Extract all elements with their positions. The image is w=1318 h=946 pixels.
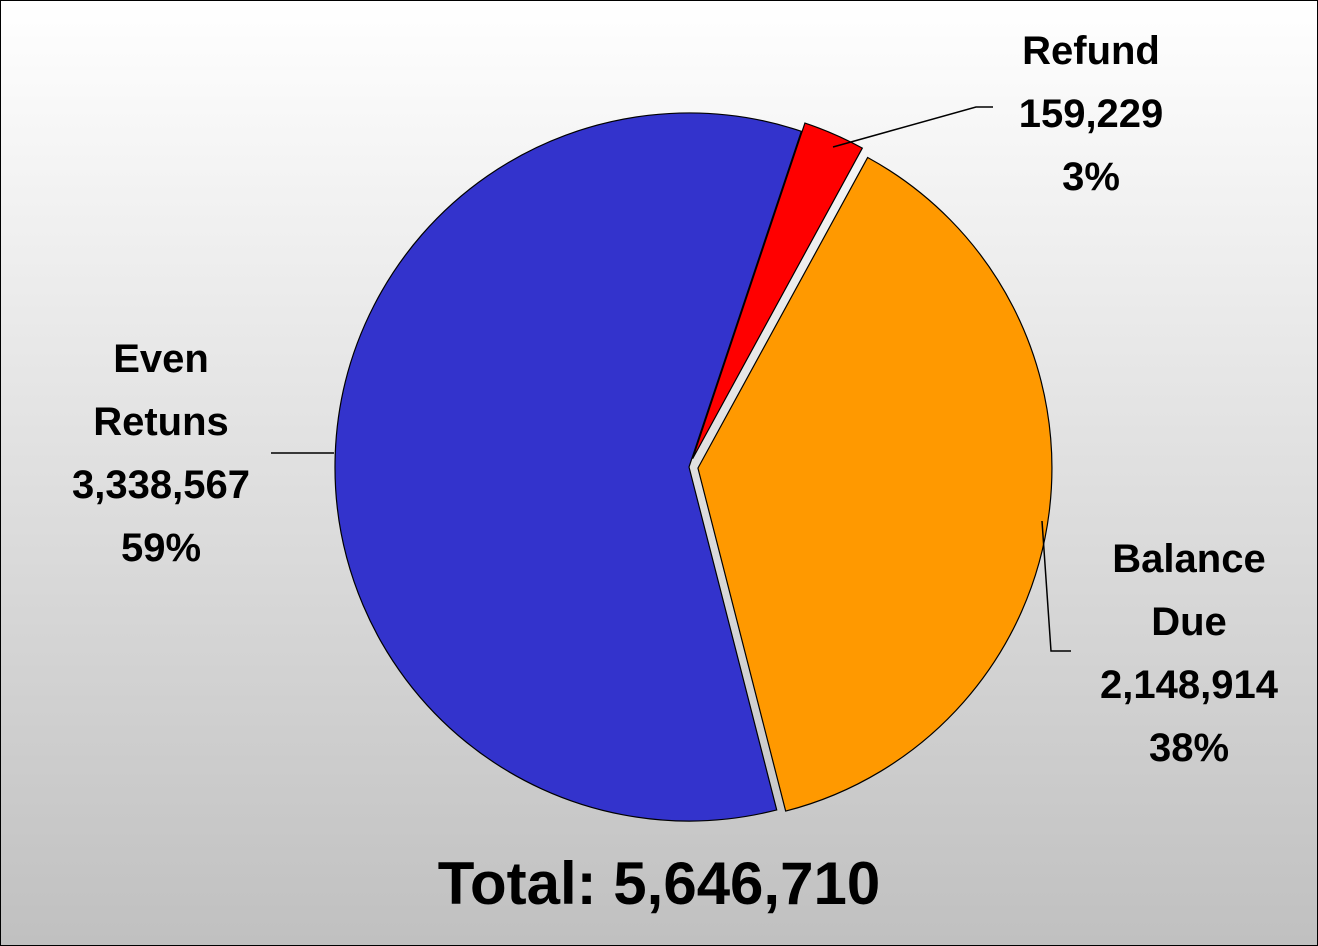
pie-slice [334,112,803,822]
value-label: 2,148,914 [1100,663,1278,707]
slice-label: Balance Due 2,148,914 38% [1079,528,1299,780]
percent-label: 38% [1148,726,1230,770]
slice-label: Even Retuns 3,338,567 59% [51,328,271,580]
category: Even Retuns [93,337,229,444]
category: Balance Due [1112,537,1266,644]
category: Refund [1022,29,1160,73]
total-annotation: Total: 5,646,710 [437,850,881,917]
value-label: 3,338,567 [72,463,250,507]
slice-label: Refund 159,229 3% [981,20,1201,209]
percent-label: 59% [120,526,202,570]
value-label: 159,229 [1018,92,1164,136]
pie-slice [697,156,1053,812]
percent-label: 3% [1062,155,1120,199]
leader-line [1041,520,1071,652]
pie-slice [692,122,864,460]
leader-line [832,106,993,148]
